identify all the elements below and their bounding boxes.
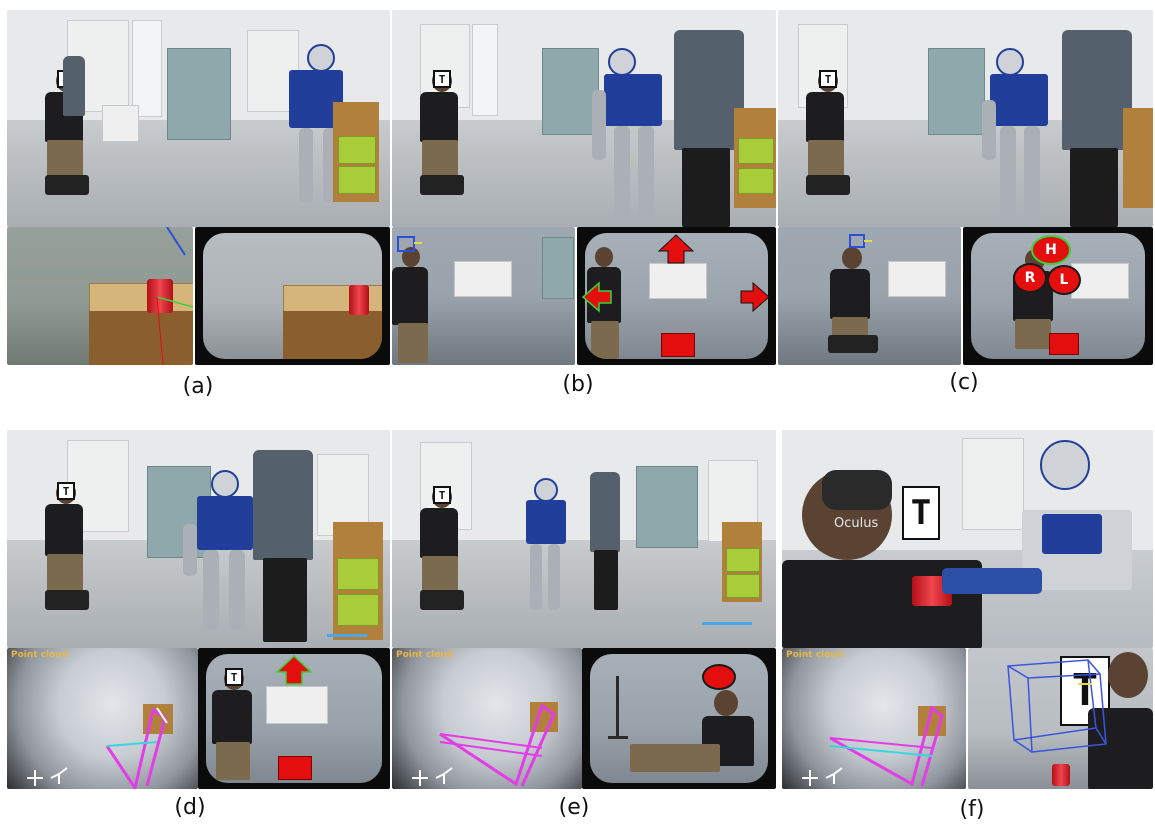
point-cloud-label: Point cloud [396, 650, 454, 660]
panel-a-robot-camera [7, 227, 193, 365]
direction-arrows [275, 654, 313, 685]
panel-e-hmd-view [582, 648, 776, 789]
panel-b-scene: T [392, 10, 776, 227]
oculus-label: Oculus [834, 516, 879, 531]
record-button-icon[interactable] [702, 664, 736, 690]
right-button-icon[interactable]: R [1013, 263, 1047, 293]
marker-cube-overlay [1007, 659, 1107, 753]
caption-c: (c) [949, 370, 979, 395]
arrow-right-icon[interactable] [740, 281, 770, 313]
panel-d-hmd-view: T [198, 648, 390, 789]
marker-plate: T [902, 486, 940, 540]
tag-detection [849, 234, 872, 248]
marker-plate: T [819, 70, 837, 88]
trajectory-overlay [27, 707, 168, 789]
point-cloud-label: Point cloud [786, 650, 844, 660]
point-cloud-label: Point cloud [11, 650, 69, 660]
panel-f-robot-camera: T [968, 648, 1153, 789]
axis-cross-icon [802, 767, 843, 786]
panel-c-scene: T [778, 10, 1153, 227]
tag-detection [397, 236, 422, 252]
panel-a-scene: T [7, 10, 390, 227]
soda-can [147, 279, 173, 313]
arrow-up-icon[interactable] [657, 234, 695, 264]
left-button-icon[interactable]: L [1047, 265, 1081, 295]
caption-a: (a) [182, 374, 214, 399]
panel-d-point-cloud: Point cloud [7, 648, 198, 789]
panel-c-robot-camera [778, 227, 961, 365]
panel-c-hmd-view: H R L [963, 227, 1153, 365]
marker-plate: T [225, 668, 243, 686]
panel-e-point-cloud: Point cloud [392, 648, 582, 789]
marker-plate: T [57, 482, 75, 500]
marker-plate: T [433, 486, 451, 504]
caption-b: (b) [562, 372, 594, 397]
head-button-icon[interactable]: H [1031, 235, 1071, 265]
panel-e-scene: T [392, 430, 776, 648]
panel-b-hmd-view [577, 227, 776, 365]
stop-square-icon[interactable] [1049, 333, 1079, 355]
direction-arrows [581, 234, 770, 313]
caption-d: (d) [174, 795, 206, 820]
panel-f-point-cloud: Point cloud [782, 648, 966, 789]
stop-square-icon[interactable] [278, 756, 312, 780]
caption-e: (e) [558, 795, 590, 820]
marker-plate: T [433, 70, 451, 88]
panel-a-hmd-view [195, 227, 390, 365]
stop-square-icon[interactable] [661, 333, 695, 357]
panel-b-robot-camera [392, 227, 575, 365]
trajectory-overlay [802, 705, 944, 787]
arrow-left-icon[interactable] [581, 281, 612, 313]
tracking-lines [156, 227, 193, 365]
panel-f-scene: Oculus T [782, 430, 1153, 648]
axis-cross-icon [27, 767, 68, 786]
caption-f: (f) [959, 797, 985, 822]
arrow-up-icon[interactable] [275, 654, 313, 685]
axis-cross-icon [412, 767, 453, 786]
panel-d-scene: T [7, 430, 390, 648]
trajectory-overlay [412, 703, 556, 787]
